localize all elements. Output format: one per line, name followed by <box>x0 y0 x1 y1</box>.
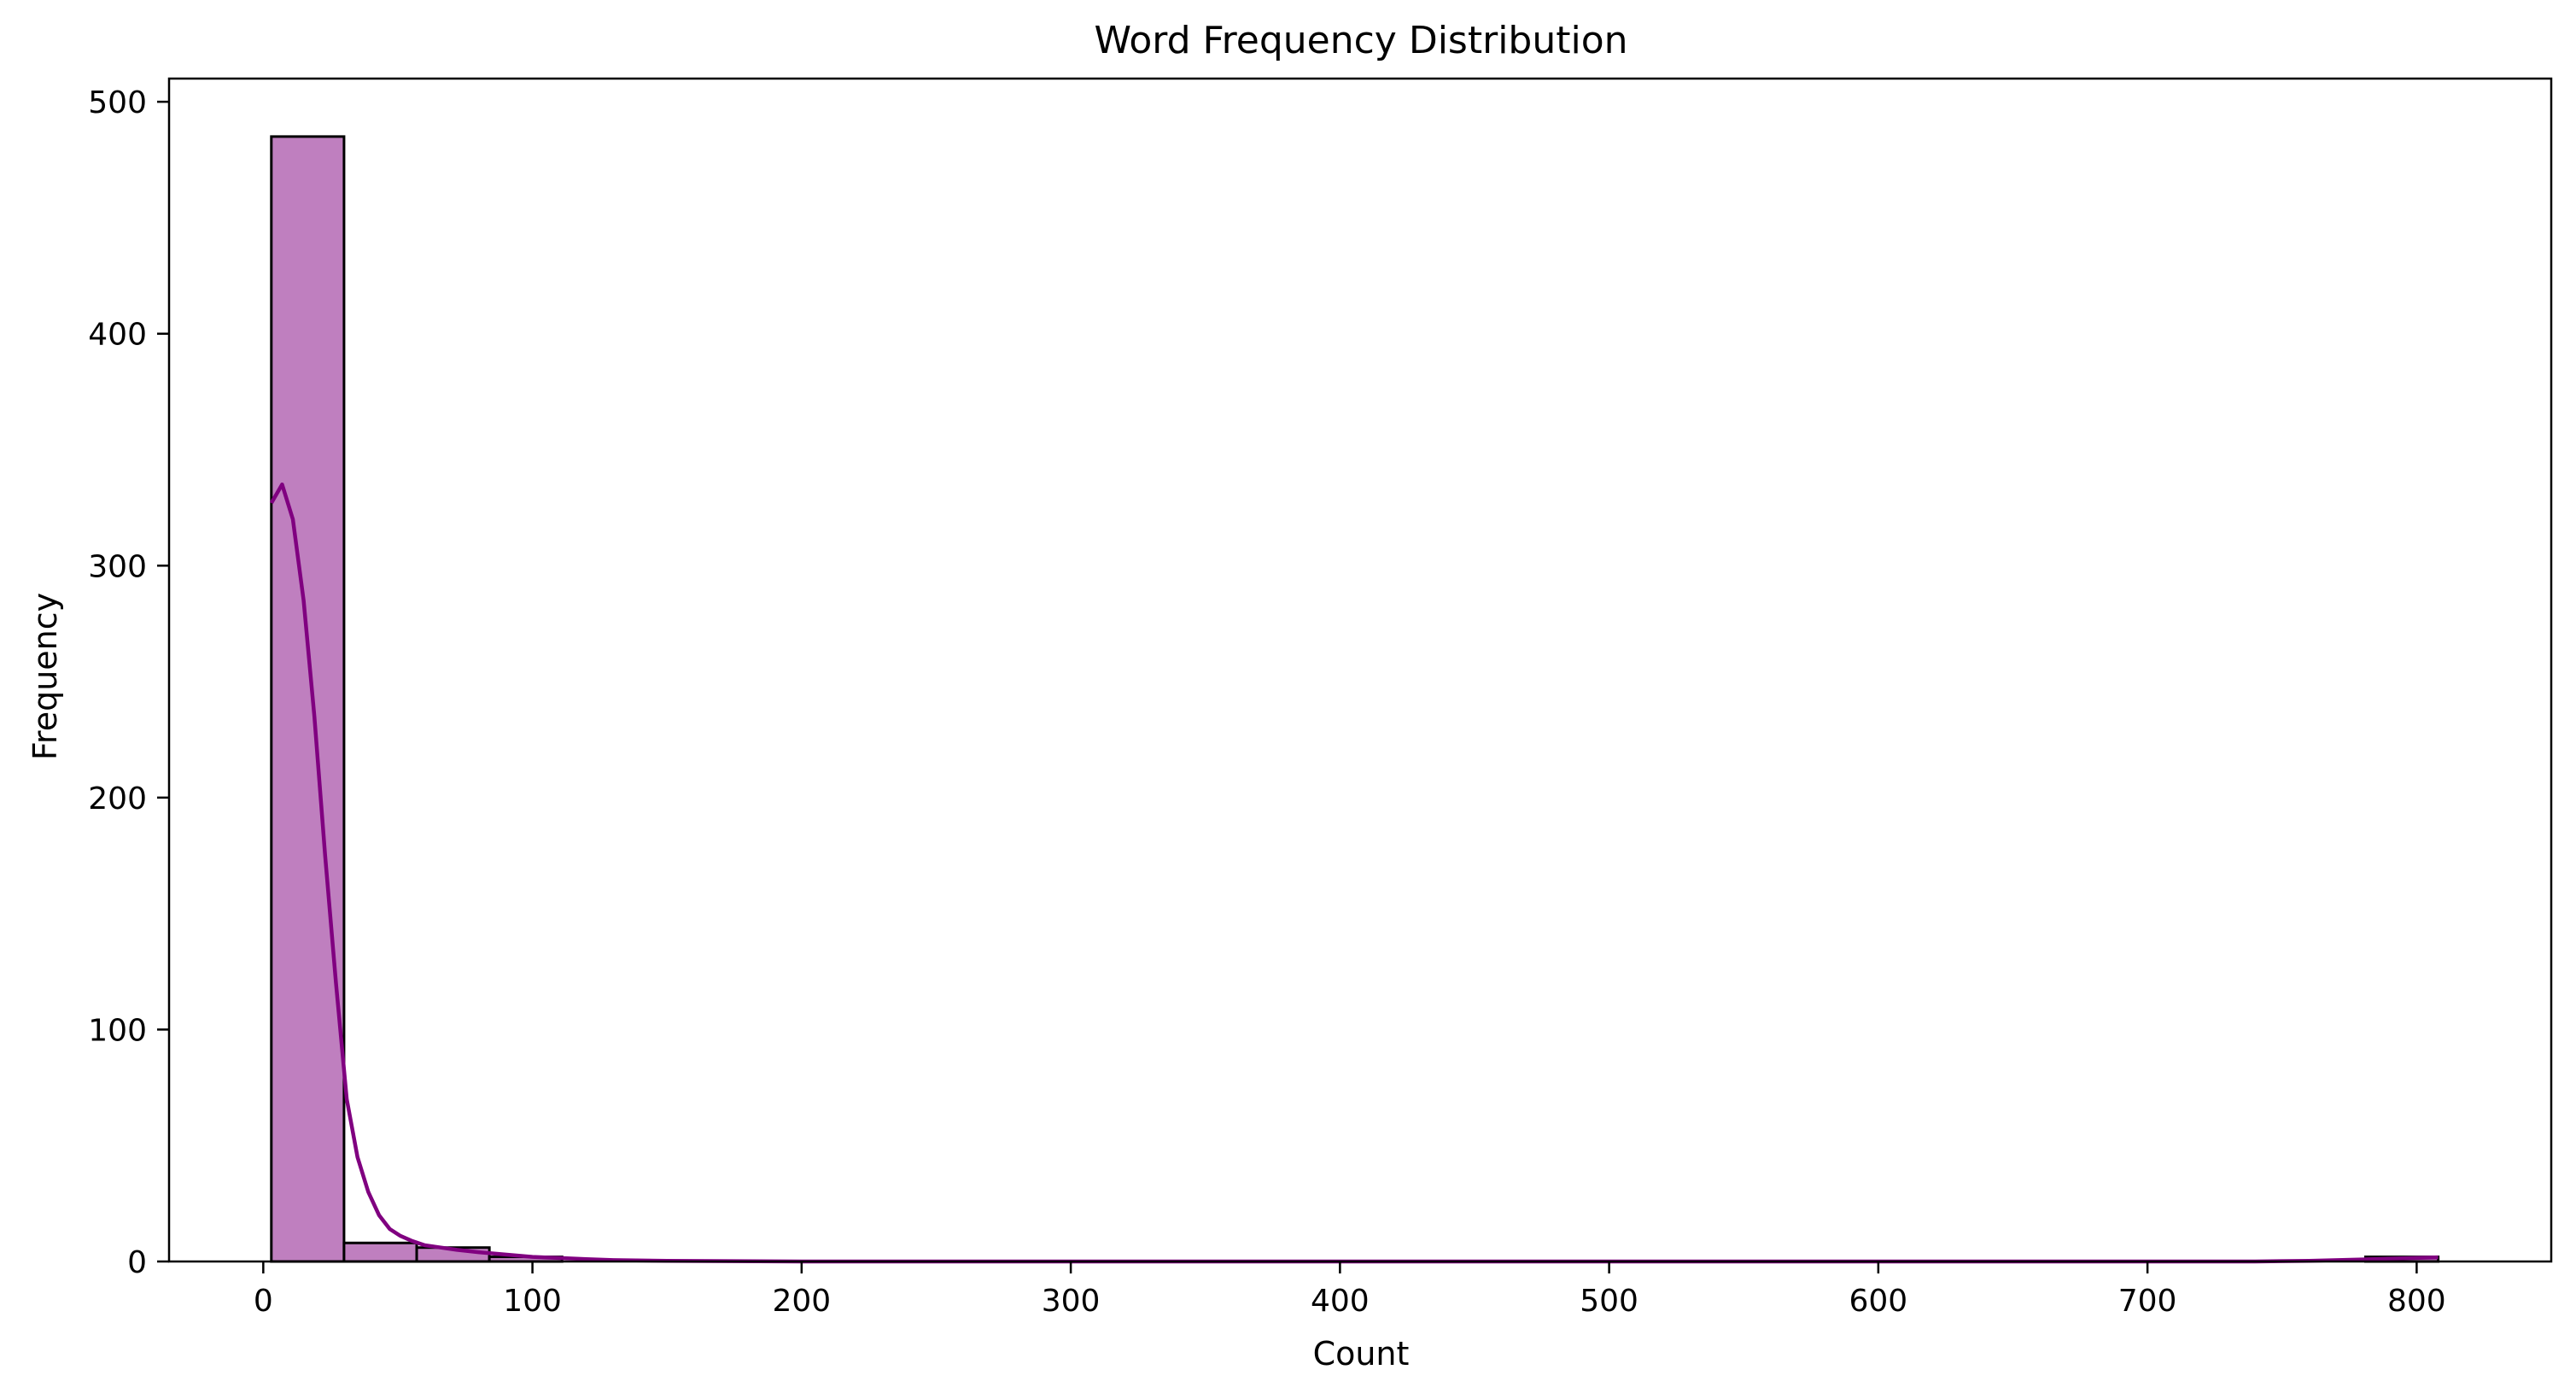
x-tick-label: 800 <box>2387 1284 2446 1319</box>
x-axis-ticks: 0 100 200 300 400 500 600 700 800 <box>254 1261 2446 1319</box>
x-tick-label: 500 <box>1580 1284 1638 1319</box>
y-tick-label: 200 <box>88 781 147 817</box>
y-tick-label: 0 <box>127 1245 147 1280</box>
x-tick-label: 300 <box>1042 1284 1101 1319</box>
x-axis-label: Count <box>1313 1335 1410 1373</box>
x-tick-label: 100 <box>503 1284 562 1319</box>
x-tick-label: 200 <box>772 1284 831 1319</box>
kde-curve <box>269 482 2439 1264</box>
y-tick-label: 400 <box>88 318 147 353</box>
y-tick-label: 300 <box>88 549 147 584</box>
x-tick-label: 700 <box>2118 1284 2177 1319</box>
histogram-bar <box>270 135 346 1263</box>
y-axis-label: Frequency <box>26 593 64 760</box>
histogram-bars <box>270 135 2440 1263</box>
y-tick-label: 100 <box>88 1013 147 1048</box>
chart-title: Word Frequency Distribution <box>1094 19 1627 62</box>
y-tick-label: 500 <box>88 85 147 120</box>
plot-frame <box>167 77 2553 1263</box>
histogram-bar <box>342 1241 418 1263</box>
x-tick-label: 600 <box>1849 1284 1908 1319</box>
y-axis-ticks: 0 100 200 300 400 500 <box>88 85 169 1280</box>
x-tick-label: 400 <box>1311 1284 1370 1319</box>
x-tick-label: 0 <box>254 1284 273 1319</box>
